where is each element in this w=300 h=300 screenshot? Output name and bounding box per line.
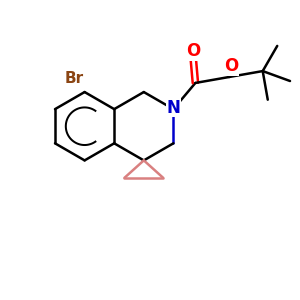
Text: Br: Br <box>64 71 84 86</box>
Text: N: N <box>167 99 180 117</box>
Text: O: O <box>186 42 200 60</box>
Text: O: O <box>224 57 239 75</box>
